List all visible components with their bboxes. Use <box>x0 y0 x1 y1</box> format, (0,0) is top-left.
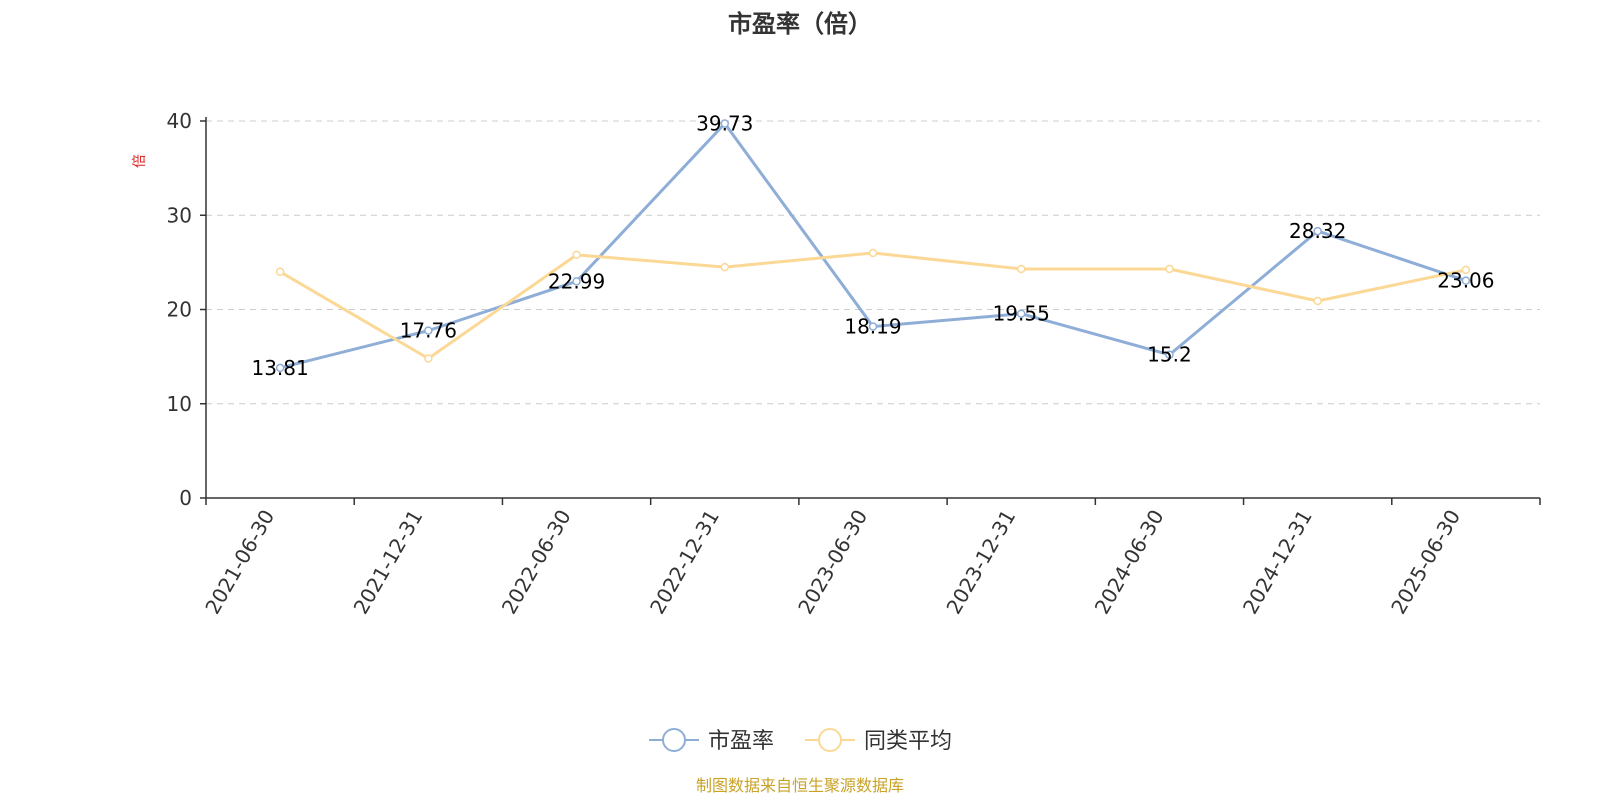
series-2-point <box>1313 296 1322 306</box>
x-tick-label: 2022-12-31 <box>645 506 724 619</box>
x-tick-label: 2021-12-31 <box>349 506 428 619</box>
series-1-point <box>1165 350 1174 359</box>
data-label: 13.81 <box>251 356 308 380</box>
data-label: 23.06 <box>1437 269 1494 293</box>
series-1-point <box>720 119 730 128</box>
axes: 0 10 20 30 40 2021-06-30 2021-12-31 2022-06-30 2… <box>167 109 1541 619</box>
series-1-point <box>424 326 433 335</box>
legend-label-2: 同类平均 <box>864 729 952 754</box>
legend-marker-1 <box>662 728 686 752</box>
grid-lines <box>206 120 1540 405</box>
x-tick-label: 2021-06-30 <box>200 506 279 619</box>
y-tick-label: 40 <box>167 109 192 133</box>
y-tick-label: 10 <box>167 392 192 416</box>
series-2-point <box>1461 265 1471 275</box>
legend-marker-2 <box>818 728 842 752</box>
series-1-point <box>572 277 581 286</box>
series-1-point <box>1461 276 1471 285</box>
y-axis-unit-label: 倍 <box>132 154 148 168</box>
data-label: 22.99 <box>548 269 605 293</box>
data-label: 15.2 <box>1147 343 1192 367</box>
series-2-point <box>1016 264 1026 274</box>
chart-title: 市盈率（倍） <box>728 10 872 38</box>
series-line-2 <box>279 251 1467 361</box>
series-2-point <box>868 248 878 258</box>
x-tick-label: 2022-06-30 <box>497 506 576 619</box>
x-tick-label: 2024-06-30 <box>1090 506 1169 619</box>
legend: 市盈率 同类平均 <box>649 728 952 754</box>
x-tick-label: 2023-06-30 <box>793 506 872 619</box>
series-1-point <box>868 322 878 331</box>
series-2-point <box>572 250 581 260</box>
series-2-point <box>720 262 730 272</box>
y-tick-label: 20 <box>167 298 192 322</box>
y-tick-label: 30 <box>167 203 192 227</box>
data-label: 17.76 <box>400 319 457 343</box>
legend-label-1: 市盈率 <box>708 729 774 754</box>
series-2-point <box>1165 264 1174 274</box>
series-1-point <box>1016 309 1026 318</box>
data-label: 19.55 <box>993 302 1050 326</box>
data-label: 18.19 <box>844 315 901 339</box>
x-tick-label: 2024-12-31 <box>1238 506 1317 619</box>
data-labels: 13.81 17.76 22.99 39.73 18.19 19.55 15.2 28.32 2… <box>251 112 1494 380</box>
data-label: 39.73 <box>696 112 753 136</box>
x-tick-label: 2025-06-30 <box>1386 506 1465 619</box>
source-note: 制图数据来自恒生聚源数据库 <box>696 776 904 795</box>
series-1-point <box>1313 226 1322 236</box>
series-2-point <box>275 267 285 277</box>
x-tick-label: 2023-12-31 <box>941 505 1020 618</box>
data-label: 28.32 <box>1289 219 1346 243</box>
series-2-point <box>424 354 433 363</box>
y-tick-label: 0 <box>179 486 192 510</box>
series-lines <box>275 119 1471 373</box>
series-1-point <box>275 363 285 373</box>
